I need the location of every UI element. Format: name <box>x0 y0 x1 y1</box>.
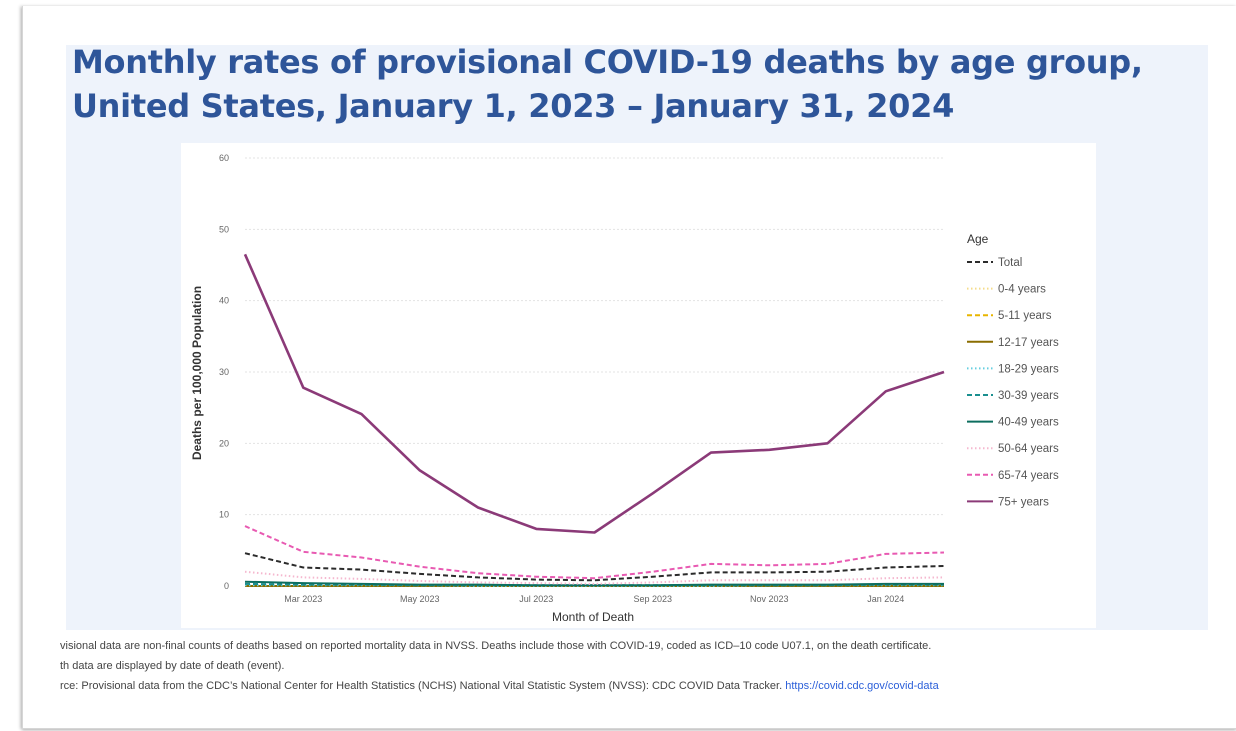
footnote-date-of-death: th data are displayed by date of death (… <box>60 660 285 672</box>
series-line-65-74-years <box>244 525 945 580</box>
y-tick-label: 10 <box>219 510 229 520</box>
x-tick-label: Sep 2023 <box>633 594 672 604</box>
legend-label-40-49-years: 40-49 years <box>998 417 1059 429</box>
legend-label-0-4-years: 0-4 years <box>998 284 1046 296</box>
legend-items: Total 0-4 years 5-11 years 12-17 years 18-29… <box>967 257 1059 508</box>
x-axis-title: Month of Death <box>552 610 634 624</box>
y-axis-ticks: 0 10 20 30 40 50 60 <box>219 153 229 591</box>
legend: Age Total 0-4 years 5-11 years 12-17 years 1… <box>967 232 1059 508</box>
y-tick-label: 60 <box>219 153 229 163</box>
title-line-2: United States, January 1, 2023 – January… <box>72 87 955 125</box>
footnotes: visional data are non-final counts of de… <box>60 636 1220 696</box>
legend-label-18-29-years: 18-29 years <box>998 363 1059 375</box>
x-axis-ticks: Mar 2023 May 2023 Jul 2023 Sep 2023 Nov 2023… <box>284 594 904 604</box>
x-tick-label: Jan 2024 <box>867 594 904 604</box>
legend-label-total: Total <box>998 257 1022 269</box>
page-title: Monthly rates of provisional COVID-19 de… <box>72 40 1222 128</box>
legend-label-65-74-years: 65-74 years <box>998 470 1059 482</box>
legend-label-50-64-years: 50-64 years <box>998 443 1059 455</box>
legend-label-30-39-years: 30-39 years <box>998 390 1059 402</box>
series-line-40-49-years <box>244 580 944 587</box>
y-tick-label: 0 <box>224 581 229 591</box>
x-tick-label: Jul 2023 <box>519 594 553 604</box>
gridlines <box>245 157 944 516</box>
y-tick-label: 30 <box>219 367 229 377</box>
footnote-provisional: visional data are non-final counts of de… <box>60 640 932 652</box>
source-link[interactable]: https://covid.cdc.gov/covid-data <box>785 680 939 692</box>
legend-label-5-11-years: 5-11 years <box>998 310 1052 322</box>
series-line-total <box>244 552 945 582</box>
y-tick-label: 50 <box>219 224 229 234</box>
x-tick-label: May 2023 <box>400 594 440 604</box>
legend-label-75plus-years: 75+ years <box>998 496 1049 508</box>
legend-title: Age <box>967 232 989 246</box>
legend-label-12-17-years: 12-17 years <box>998 337 1059 349</box>
x-tick-label: Nov 2023 <box>750 594 789 604</box>
y-tick-label: 40 <box>219 296 229 306</box>
series-line-50-64-years <box>244 570 945 585</box>
series-lines <box>243 253 945 587</box>
footnote-source: rce: Provisional data from the CDC’s Nat… <box>60 676 1220 696</box>
y-axis-title: Deaths per 100,000 Population <box>190 286 204 460</box>
title-line-1: Monthly rates of provisional COVID-19 de… <box>72 43 1143 81</box>
x-tick-label: Mar 2023 <box>284 594 322 604</box>
chart-panel: 0 10 20 30 40 50 60 Mar 2023 May 2023 Jul 2023 Se… <box>181 143 1096 628</box>
y-tick-label: 20 <box>219 438 229 448</box>
footnote-source-text: rce: Provisional data from the CDC’s Nat… <box>60 680 786 692</box>
chart: 0 10 20 30 40 50 60 Mar 2023 May 2023 Jul 2023 Se… <box>190 153 1059 624</box>
series-line-75plus-years <box>243 253 945 534</box>
